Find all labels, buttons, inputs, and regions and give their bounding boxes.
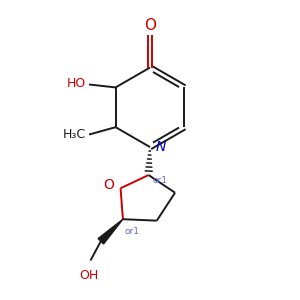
Text: H₃C: H₃C — [63, 128, 86, 141]
Text: O: O — [103, 178, 114, 192]
Text: O: O — [144, 18, 156, 33]
Text: N: N — [155, 140, 166, 154]
Polygon shape — [98, 219, 123, 244]
Text: OH: OH — [80, 269, 99, 282]
Text: or1: or1 — [124, 226, 140, 236]
Text: or1: or1 — [152, 176, 167, 185]
Text: HO: HO — [67, 76, 86, 89]
